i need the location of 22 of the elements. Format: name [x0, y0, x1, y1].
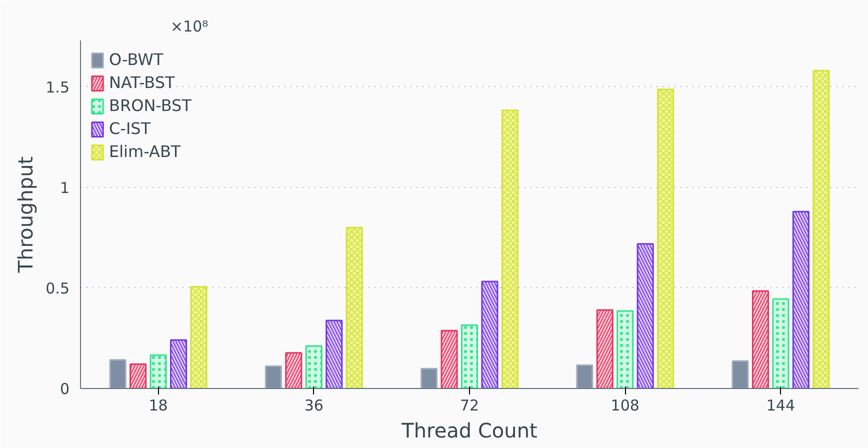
- legend-label: BRON-BST: [109, 96, 192, 115]
- bar: [264, 365, 282, 388]
- legend-label: NAT-BST: [109, 73, 175, 92]
- legend-label: O-BWT: [109, 50, 164, 69]
- legend-label: Elim-ABT: [109, 142, 181, 161]
- bar: [109, 359, 126, 388]
- y-tick-label: 1.5: [46, 78, 70, 96]
- y-tick-label: 1: [60, 178, 70, 197]
- text: ×10⁸: [170, 18, 208, 36]
- x-tick-label: 18: [148, 396, 168, 414]
- y-tick-label: 0: [60, 380, 70, 398]
- bar: [576, 364, 594, 388]
- bar: [732, 360, 749, 388]
- legend-label: C-IST: [109, 119, 151, 138]
- x-axis-title: Thread Count: [400, 418, 538, 442]
- x-tick-label: 108: [610, 396, 640, 414]
- bar: [420, 368, 438, 388]
- x-tick-label: 36: [304, 396, 324, 414]
- y-tick-label: 0.5: [46, 279, 70, 298]
- y-axis-title: Throughput: [14, 156, 38, 274]
- x-tick-label: 72: [460, 396, 480, 414]
- x-tick-label: 144: [766, 396, 796, 414]
